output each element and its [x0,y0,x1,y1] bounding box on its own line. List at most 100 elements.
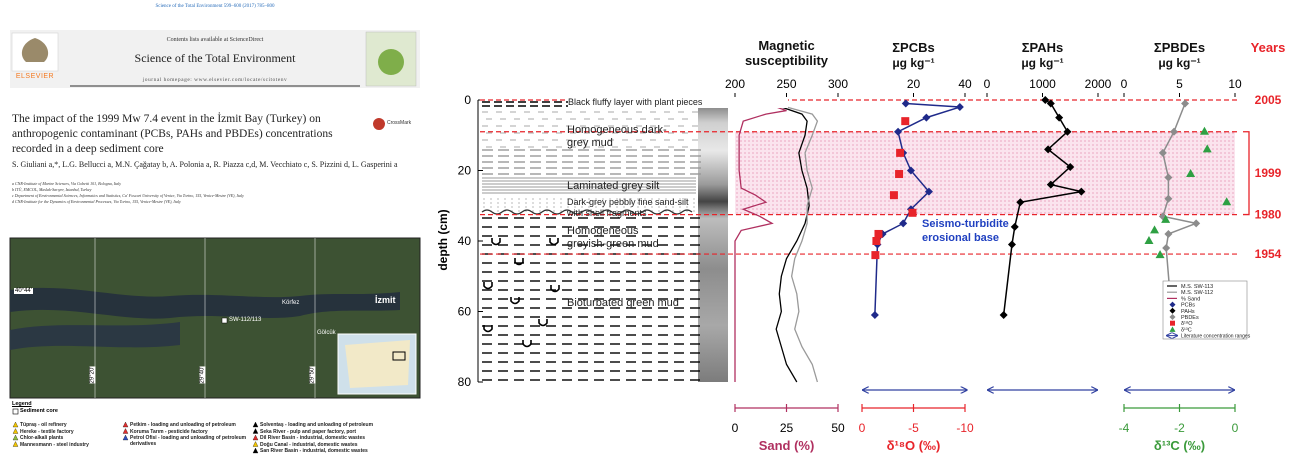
legend-label: % Sand [1181,296,1200,302]
legend-item: Dil River Basin - industrial, domestic w… [260,435,425,441]
map-label: 40°44' [14,288,33,294]
lithology-label: Homogeneous greyish-green mud [567,225,677,251]
legend-core: Sediment core [20,408,58,414]
publisher: ELSEVIER [12,73,58,80]
litho-sand [518,202,519,203]
affiliation: d CNR-Institute for the Dynamics of Envi… [12,199,427,204]
lithology-label: Homogeneous dark-grey mud [567,124,677,150]
x-tick-label: 20 [907,77,921,91]
year-label: 2005 [1255,93,1282,107]
litho-burrow [511,297,519,304]
homepage: journal homepage: www.elsevier.com/locat… [70,77,360,83]
event-year: 1999 [1255,166,1282,180]
litho-sand [560,210,561,211]
litho-sand [497,202,498,203]
litho-sand [483,198,484,199]
litho-sand [490,202,491,203]
x2-tick-label: 25 [780,421,794,435]
litho-sand [490,206,491,207]
square-marker [895,170,903,178]
annotation: Seismo-turbidite erosional base [922,217,1022,245]
diamond-marker [1055,114,1063,122]
x2-tick-label: -5 [908,421,919,435]
legend-item: Koruma Tarım - pesticide factory [130,429,250,435]
affiliation: a CNR-Institute of Marine Sciences, Via … [12,181,427,186]
legend-symbol [13,435,18,440]
core-site [222,318,227,323]
diamond-marker [1181,100,1189,108]
litho-sand [518,210,519,211]
legend-swatch [1170,321,1175,326]
legend-item: Seka River - pulp and paper factory, por… [260,429,425,435]
litho-sand [497,198,498,199]
litho-sand [532,198,533,199]
litho-burrow [492,238,500,245]
litho-sand [553,206,554,207]
litho-sand [483,206,484,207]
map-label: SW-112/113 [228,317,262,323]
event-shading [735,132,1235,215]
litho-sand [504,206,505,207]
x-tick-label: 40 [958,77,972,91]
legend-symbol [253,435,258,440]
legend-label: M.S. SW-113 [1181,284,1213,290]
map-longitude: 29°40' [199,367,205,384]
litho-sand [497,206,498,207]
x2-tick-label: 0 [732,421,739,435]
triangle-marker [1200,127,1209,135]
x2-tick-label: -10 [956,421,974,435]
square-marker [874,230,882,238]
years-title: Years [1245,40,1291,55]
x2-tick-label: 0 [859,421,866,435]
x-tick-label: 5 [1176,77,1183,91]
x2-tick-label: 0 [1232,421,1239,435]
litho-sand [539,210,540,211]
legend-item: Petkim - loading and unloading of petrol… [130,422,250,428]
panel-title: ΣPBDEs [1125,40,1235,55]
legend-symbol [13,442,18,447]
litho-sand [497,210,498,211]
litho-burrow [539,319,547,326]
litho-sand [553,210,554,211]
litho-sand [532,202,533,203]
paper-title: The impact of the 1999 Mw 7.4 event in t… [12,112,347,157]
diamond-marker [1164,230,1172,238]
x2-axis-title: δ¹⁸O (‰) [887,438,941,453]
litho-sand [504,198,505,199]
x-tick-label: 2000 [1085,77,1112,91]
legend-item: Doğu Canal - industrial, domestic wastes [260,442,425,448]
square-marker [901,117,909,125]
y-tick-label: 0 [464,93,471,107]
panel-title: Magnetic susceptibility [732,38,842,68]
triangle-marker [1144,236,1153,244]
litho-sand [483,202,484,203]
lithology-label: Dark-grey pebbly fine sand-silt with she… [567,197,707,219]
litho-sand [504,202,505,203]
y-tick-label: 40 [458,234,472,248]
diamond-marker [871,311,879,319]
lithology-label: Bioturbated green mud [567,297,707,310]
crossmark: CrossMark [387,120,411,126]
legend-item: Petrol Ofisi - loading and unloading of … [130,435,250,447]
diamond-marker [922,114,930,122]
x2-tick-label: 50 [831,421,845,435]
litho-sand [560,206,561,207]
litho-sand [511,198,512,199]
legend-symbol [253,448,258,453]
legend-item: Solventaş - loading and unloading of pet… [260,422,425,428]
affiliation: c Department of Environmental Sciences, … [12,193,427,198]
litho-sand [539,206,540,207]
litho-burrow [550,238,558,245]
litho-sand [539,202,540,203]
panel-unit: μg kg⁻¹ [988,56,1098,70]
diamond-marker [1000,311,1008,319]
legend-core-swatch [13,409,18,414]
legend-symbol [13,422,18,427]
journal-name: Science of the Total Environment [70,51,360,66]
triangle-marker [1150,225,1159,233]
x-tick-label: 0 [984,77,991,91]
legend-title: Legend [12,401,32,407]
square-marker [908,209,916,217]
map-inset-land [345,340,410,388]
diamond-marker [956,103,964,111]
